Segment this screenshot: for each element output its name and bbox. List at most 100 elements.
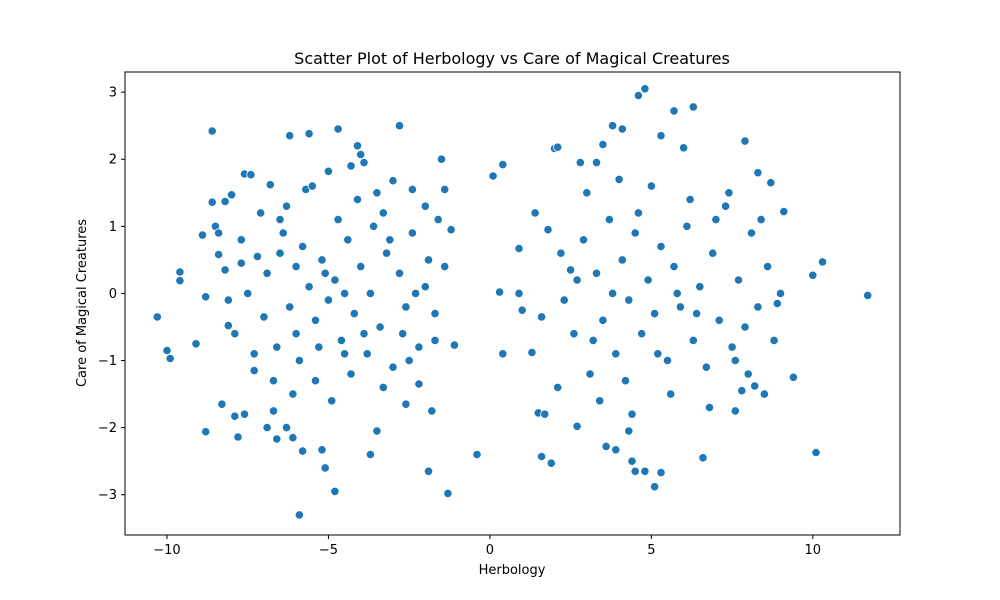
data-point (220, 196, 230, 207)
data-point (388, 362, 398, 372)
data-point (310, 376, 321, 386)
data-point (772, 298, 782, 309)
data-point (656, 467, 666, 478)
data-point (698, 453, 708, 463)
data-point (779, 207, 789, 217)
data-point (359, 158, 369, 168)
data-point (433, 215, 443, 225)
data-point (214, 228, 224, 238)
data-point (436, 154, 447, 164)
data-point (669, 106, 679, 116)
data-point (346, 369, 356, 379)
data-point (536, 451, 547, 462)
data-point (207, 197, 217, 207)
data-point (285, 302, 295, 312)
data-point (343, 235, 353, 245)
data-point (527, 347, 537, 358)
data-point (730, 355, 740, 366)
data-point (356, 261, 366, 272)
data-point (294, 510, 304, 520)
data-point (239, 409, 250, 419)
data-point (314, 342, 324, 352)
data-point (414, 342, 424, 352)
data-point (414, 379, 424, 389)
x-tick-label: −5 (319, 543, 338, 558)
data-point (378, 382, 388, 392)
data-point (588, 335, 598, 345)
data-point (449, 340, 459, 350)
data-point (611, 349, 621, 359)
data-point (246, 170, 256, 180)
data-point (356, 149, 366, 160)
data-point (339, 288, 350, 298)
data-point (733, 275, 744, 285)
data-point (365, 288, 375, 298)
data-point (740, 136, 750, 146)
data-point (714, 315, 724, 325)
data-point (288, 389, 298, 399)
y-tick-label: −2 (98, 421, 117, 436)
data-point (617, 124, 627, 134)
data-point (265, 180, 275, 190)
data-point (404, 355, 414, 366)
data-point (297, 446, 308, 456)
data-point (420, 282, 430, 292)
data-point (197, 230, 208, 240)
data-point (546, 458, 556, 468)
data-point (553, 142, 563, 152)
data-point (688, 335, 698, 345)
data-point (440, 261, 450, 272)
data-point (517, 305, 527, 315)
data-point (643, 275, 653, 285)
x-axis-title: Herbology (479, 563, 546, 578)
data-point (582, 188, 592, 198)
data-point (730, 406, 740, 416)
data-point (653, 349, 663, 359)
data-point (675, 302, 686, 312)
data-point (863, 290, 873, 300)
data-point (649, 308, 660, 319)
data-point (646, 181, 657, 191)
data-point (620, 376, 631, 386)
data-point (275, 215, 285, 225)
data-point (662, 355, 673, 366)
data-point (152, 312, 162, 322)
data-point (695, 282, 705, 292)
data-point (310, 315, 321, 325)
y-tick-label: 3 (109, 86, 117, 101)
data-point (656, 131, 666, 141)
data-point (378, 208, 388, 218)
data-point (514, 243, 524, 254)
data-point (627, 456, 637, 466)
data-point (259, 312, 269, 322)
data-point (553, 382, 563, 392)
data-point (762, 261, 773, 272)
data-point (443, 488, 453, 498)
data-point (766, 178, 776, 188)
data-point (630, 228, 640, 238)
data-point (249, 365, 259, 376)
data-point (223, 295, 233, 305)
data-point (611, 445, 621, 455)
data-point (530, 208, 540, 218)
data-point (598, 139, 608, 150)
data-point (604, 215, 615, 225)
data-point (666, 389, 676, 399)
data-point (585, 369, 595, 379)
data-point (743, 369, 753, 379)
data-point (607, 288, 618, 298)
data-point (252, 251, 262, 262)
data-point (446, 225, 456, 235)
plot-area-frame (124, 71, 901, 536)
data-point (591, 268, 602, 278)
data-point (753, 168, 763, 178)
chart-title: Scatter Plot of Herbology vs Care of Mag… (294, 49, 730, 68)
data-point (559, 295, 569, 305)
data-point (401, 302, 411, 312)
data-point (288, 433, 298, 443)
data-point (333, 124, 343, 134)
data-point (808, 270, 818, 280)
data-point (372, 426, 382, 436)
data-point (640, 466, 650, 476)
